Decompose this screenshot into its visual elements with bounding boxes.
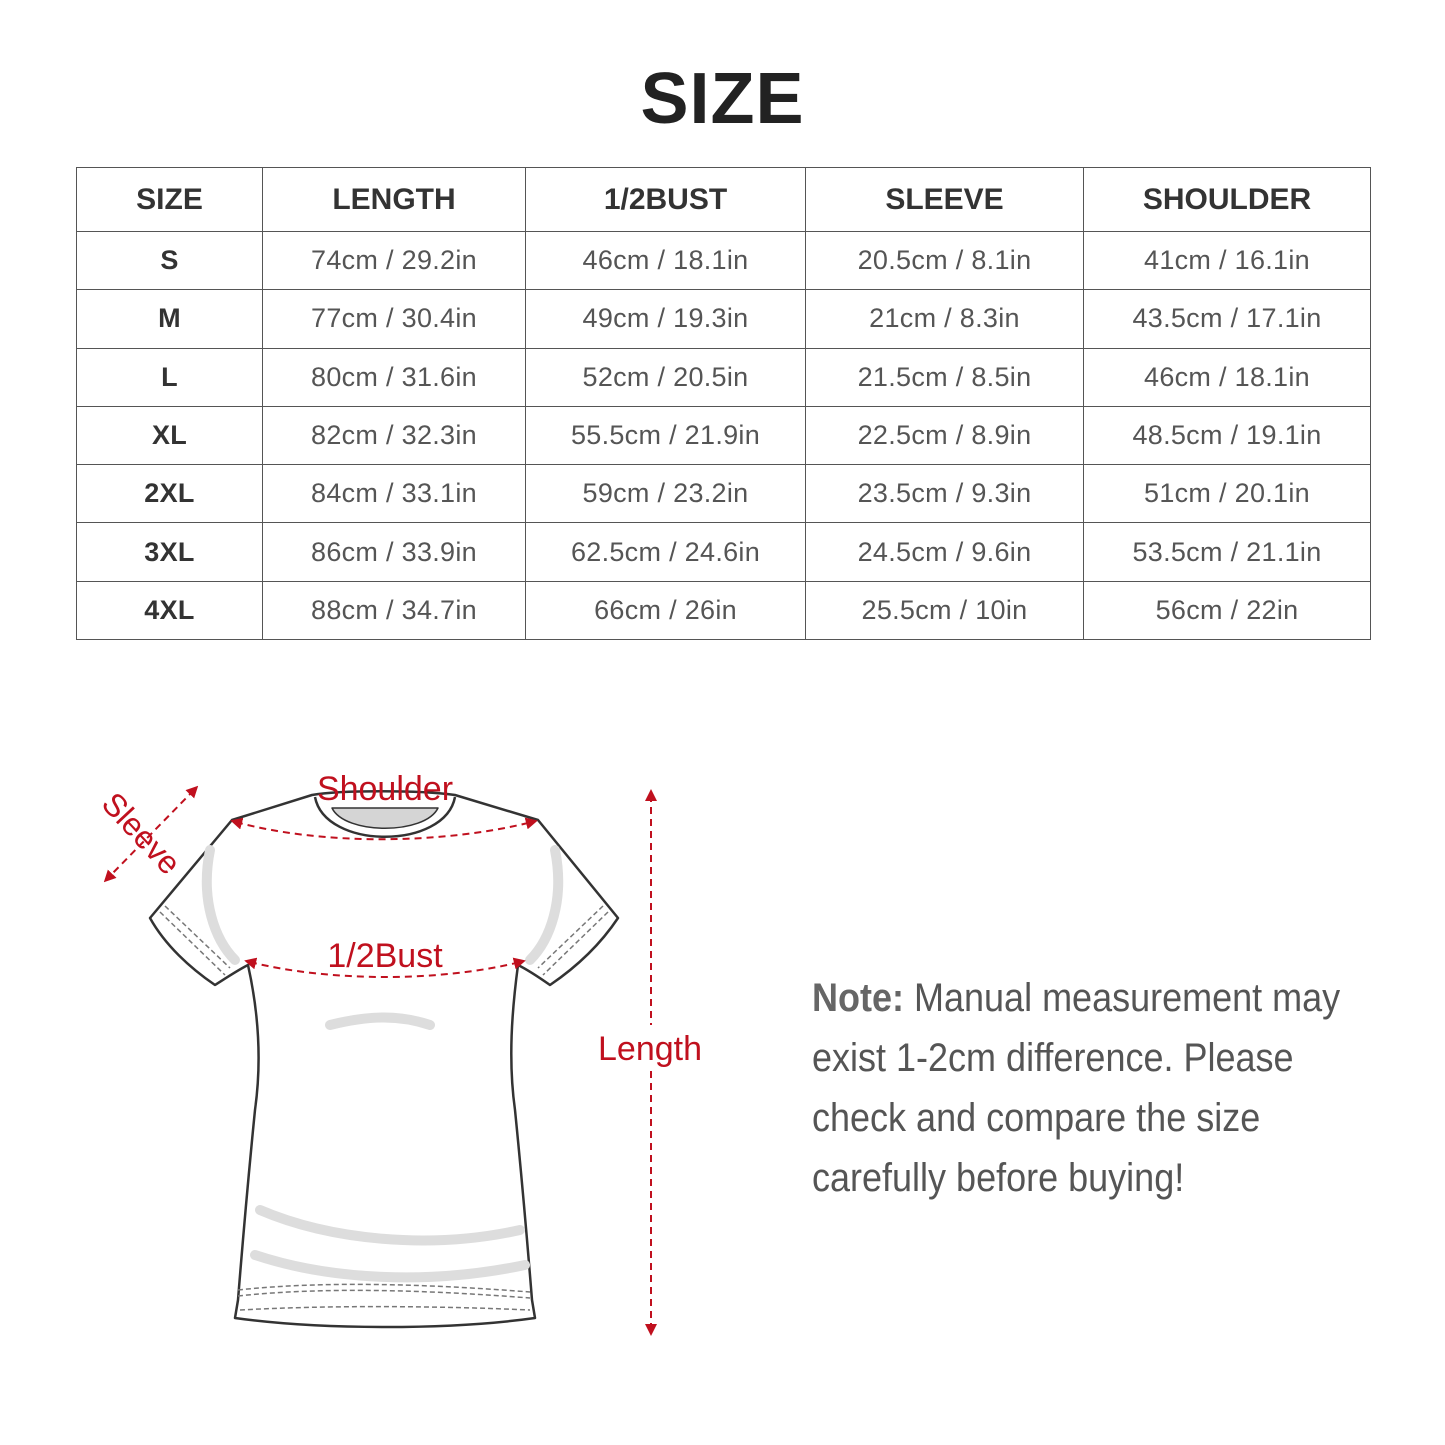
size-cell: S bbox=[76, 230, 263, 291]
measurement-cell: 56cm / 22in bbox=[1083, 580, 1371, 641]
measurement-cell: 49cm / 19.3in bbox=[525, 289, 806, 349]
tshirt-outline bbox=[148, 790, 620, 1329]
tshirt-shading bbox=[201, 845, 564, 1283]
table-row: 4XL 88cm / 34.7in 66cm / 26in 25.5cm / 10in… bbox=[76, 580, 1371, 641]
measurement-cell: 25.5cm / 10in bbox=[805, 580, 1084, 641]
measurement-cell: 43.5cm / 17.1in bbox=[1083, 289, 1371, 349]
measurement-cell: 51cm / 20.1in bbox=[1083, 464, 1371, 524]
measurement-cell: 24.5cm / 9.6in bbox=[805, 522, 1084, 582]
measurement-cell: 66cm / 26in bbox=[525, 580, 806, 641]
measurement-cell: 46cm / 18.1in bbox=[1083, 347, 1371, 407]
note-body: Manual measurement may exist 1-2cm diffe… bbox=[812, 976, 1341, 1200]
column-header: SIZE bbox=[76, 167, 263, 232]
column-header: 1/2BUST bbox=[525, 167, 806, 232]
measurement-cell: 77cm / 30.4in bbox=[262, 289, 526, 349]
bust-label: 1/2Bust bbox=[327, 937, 443, 975]
size-cell: 2XL bbox=[76, 464, 263, 524]
table-row: 2XL 84cm / 33.1in 59cm / 23.2in 23.5cm / 9.… bbox=[76, 464, 1371, 524]
sleeve-label: Sleeve bbox=[95, 785, 188, 881]
table-row: XL 82cm / 32.3in 55.5cm / 21.9in 22.5cm / 8… bbox=[76, 405, 1371, 466]
size-cell: 3XL bbox=[76, 522, 263, 582]
sleeve-arrow bbox=[103, 785, 199, 883]
measurement-cell: 82cm / 32.3in bbox=[262, 405, 526, 466]
measurement-cell: 55.5cm / 21.9in bbox=[525, 405, 806, 466]
shoulder-arrow bbox=[230, 817, 538, 841]
measurement-cell: 84cm / 33.1in bbox=[262, 464, 526, 524]
note-text: Note: Manual measurement may exist 1-2cm… bbox=[812, 968, 1352, 1208]
measurement-cell: 46cm / 18.1in bbox=[525, 230, 806, 291]
measurement-cell: 88cm / 34.7in bbox=[262, 580, 526, 641]
measurement-cell: 53.5cm / 21.1in bbox=[1083, 522, 1371, 582]
shoulder-label: Shoulder bbox=[317, 770, 453, 808]
size-cell: XL bbox=[76, 405, 263, 466]
size-cell: L bbox=[76, 347, 263, 407]
table-row: S 74cm / 29.2in 46cm / 18.1in 20.5cm / 8.1i… bbox=[76, 230, 1371, 291]
table-row: M 77cm / 30.4in 49cm / 19.3in 21cm / 8.3in 4… bbox=[76, 289, 1371, 349]
measurement-cell: 62.5cm / 24.6in bbox=[525, 522, 806, 582]
measurement-cell: 80cm / 31.6in bbox=[262, 347, 526, 407]
measurement-cell: 48.5cm / 19.1in bbox=[1083, 405, 1371, 466]
column-header: SLEEVE bbox=[805, 167, 1084, 232]
note-label: Note: bbox=[812, 976, 904, 1020]
table-header-row: SIZE LENGTH 1/2BUST SLEEVE SHOULDER bbox=[76, 167, 1371, 232]
table-row: L 80cm / 31.6in 52cm / 20.5in 21.5cm / 8.5i… bbox=[76, 347, 1371, 407]
measurement-cell: 21cm / 8.3in bbox=[805, 289, 1084, 349]
measurement-cell: 74cm / 29.2in bbox=[262, 230, 526, 291]
bust-arrow bbox=[244, 957, 526, 978]
size-table: SIZE LENGTH 1/2BUST SLEEVE SHOULDER S 74cm / … bbox=[76, 167, 1371, 641]
measurement-cell: 52cm / 20.5in bbox=[525, 347, 806, 407]
table-row: 3XL 86cm / 33.9in 62.5cm / 24.6in 24.5cm / … bbox=[76, 522, 1371, 582]
page-title: SIZE bbox=[640, 59, 805, 139]
size-cell: M bbox=[76, 289, 263, 349]
tshirt-stitching bbox=[159, 905, 609, 1311]
measurement-cell: 41cm / 16.1in bbox=[1083, 230, 1371, 291]
length-label: Length bbox=[598, 1030, 702, 1068]
column-header: SHOULDER bbox=[1083, 167, 1371, 232]
